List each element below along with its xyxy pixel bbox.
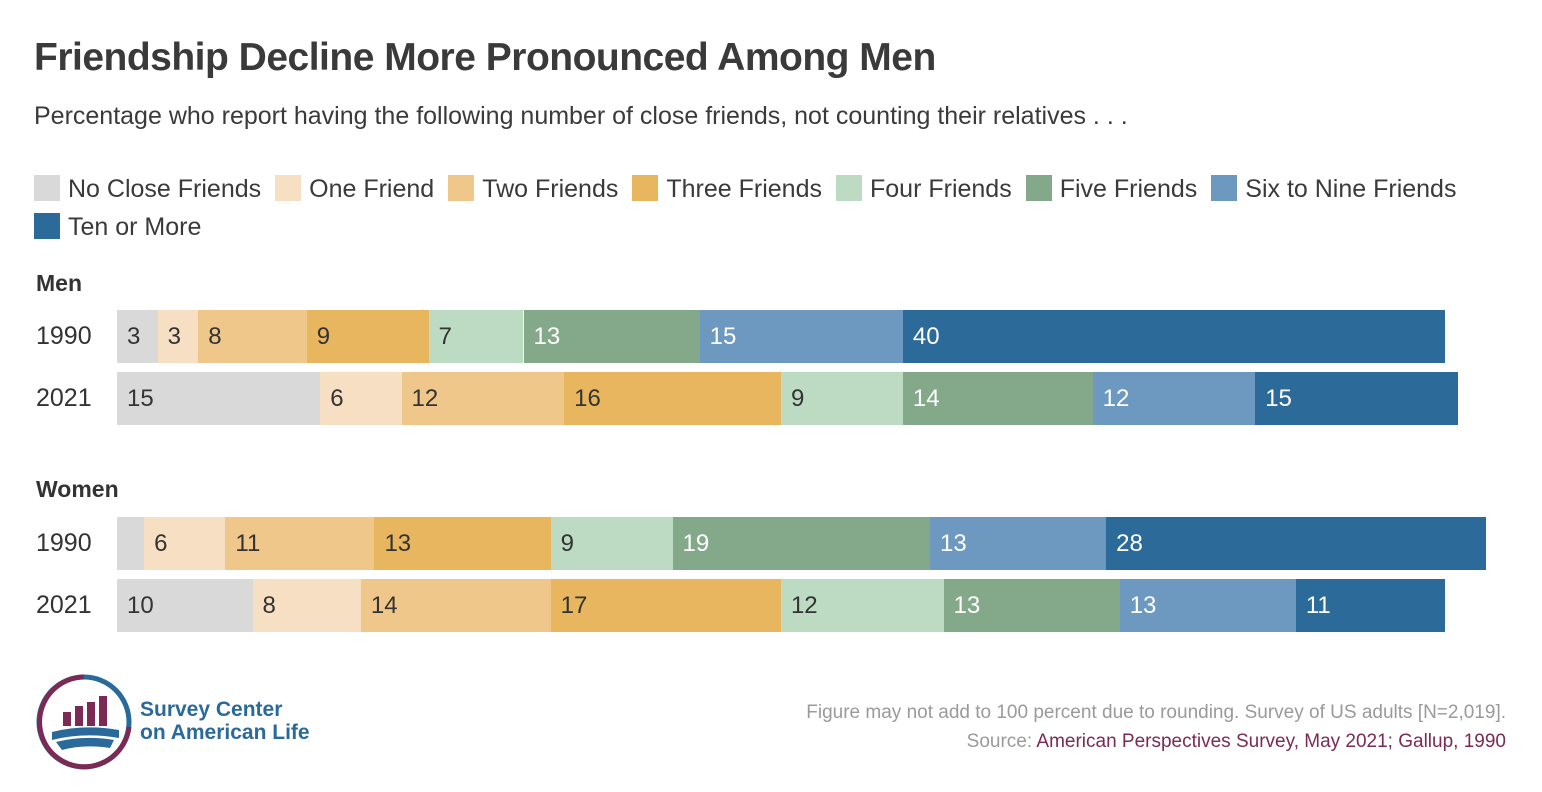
bar-segment-two-friends: 8 — [198, 310, 307, 363]
bar-segment-no-close-friends: 15 — [117, 372, 321, 425]
bar-segment-three-friends: 17 — [550, 579, 781, 632]
bar-segment-four-friends: 7 — [428, 310, 524, 363]
row-label: 2021 — [36, 591, 92, 619]
group-label-men: Men — [36, 270, 82, 296]
source-line: Source: American Perspectives Survey, Ma… — [806, 727, 1506, 756]
logo-line-1: Survey Center — [140, 698, 283, 721]
bar-segment-four-friends: 12 — [780, 579, 944, 632]
bar-segment-three-friends: 13 — [374, 517, 551, 570]
bar-segment-two-friends: 14 — [360, 579, 551, 632]
bar-segment-no-close-friends: 10 — [117, 579, 253, 632]
bar-segment-one-friend: 8 — [252, 579, 361, 632]
legend-label: No Close Friends — [68, 175, 262, 203]
bar-segment-ten-or-more: 15 — [1255, 372, 1459, 425]
legend-swatch — [275, 175, 302, 201]
survey-center-logo-icon — [36, 674, 132, 770]
bar-segment-four-friends: 9 — [550, 517, 673, 570]
stacked-bar: 6 11 13 9 19 13 28 — [117, 517, 1486, 570]
bar-segment-no-close-friends — [117, 517, 145, 570]
legend-item: Ten or More — [34, 213, 201, 241]
legend-label: Five Friends — [1059, 175, 1198, 203]
bar-segment-six-to-nine-friends: 13 — [1119, 579, 1296, 632]
bar-segment-five-friends: 14 — [902, 372, 1093, 425]
bar-segment-five-friends: 13 — [523, 310, 700, 363]
row-label: 1990 — [36, 322, 92, 350]
legend-swatch — [1025, 175, 1052, 201]
legend-item: Six to Nine Friends — [1211, 175, 1456, 203]
bar-segment-one-friend: 3 — [157, 310, 199, 363]
logo-text: Survey Center on American Life — [140, 698, 310, 744]
legend-item: One Friend — [275, 175, 434, 203]
source-prefix: Source: — [966, 731, 1037, 752]
legend-swatch — [836, 175, 862, 201]
stacked-bar: 10 8 14 17 12 13 13 11 — [117, 579, 1445, 632]
bar-segment-two-friends: 12 — [401, 372, 565, 425]
legend: No Close Friends One Friend Two Friends Thr… — [34, 170, 1474, 246]
bar-segment-six-to-nine-friends: 13 — [930, 517, 1107, 570]
bar-segment-ten-or-more: 11 — [1295, 579, 1445, 632]
bar-segment-five-friends: 19 — [672, 517, 930, 570]
legend-swatch — [34, 213, 60, 239]
bar-segment-three-friends: 9 — [306, 310, 429, 363]
legend-label: Four Friends — [870, 175, 1012, 203]
legend-item: Three Friends — [632, 175, 822, 203]
bar-segment-six-to-nine-friends: 15 — [699, 310, 903, 363]
footnote-line: Figure may not add to 100 percent due to… — [806, 702, 1506, 723]
chart-subtitle: Percentage who report having the followi… — [34, 102, 1128, 130]
legend-swatch — [1211, 175, 1238, 201]
legend-swatch — [448, 175, 475, 201]
legend-label: One Friend — [309, 175, 435, 203]
bar-segment-six-to-nine-friends: 12 — [1092, 372, 1256, 425]
stacked-bar: 3 3 8 9 7 13 15 40 — [117, 310, 1445, 363]
bar-segment-no-close-friends: 3 — [117, 310, 158, 363]
group-label-women: Women — [36, 476, 119, 502]
legend-item: Five Friends — [1025, 175, 1198, 203]
source-link[interactable]: American Perspectives Survey, May 2021; … — [1036, 731, 1506, 752]
row-label: 2021 — [36, 384, 92, 412]
row-label: 1990 — [36, 529, 92, 557]
bar-segment-four-friends: 9 — [780, 372, 903, 425]
stacked-bar: 15 6 12 16 9 14 12 15 — [117, 372, 1459, 425]
legend-item: No Close Friends — [34, 175, 261, 203]
bar-segment-one-friend: 6 — [144, 517, 226, 570]
legend-swatch — [34, 175, 60, 201]
legend-label: Two Friends — [482, 175, 619, 203]
bar-segment-five-friends: 13 — [943, 579, 1120, 632]
bar-segment-two-friends: 11 — [225, 517, 375, 570]
legend-label: Three Friends — [666, 175, 822, 203]
bar-segment-three-friends: 16 — [564, 372, 781, 425]
legend-label: Six to Nine Friends — [1245, 175, 1457, 203]
bar-segment-ten-or-more: 40 — [902, 310, 1445, 363]
legend-swatch — [632, 175, 659, 201]
legend-label: Ten or More — [68, 213, 202, 241]
legend-item: Two Friends — [448, 175, 618, 203]
logo-line-2: on American Life — [140, 721, 310, 744]
bar-segment-ten-or-more: 28 — [1106, 517, 1486, 570]
legend-item: Four Friends — [836, 175, 1012, 203]
bar-segment-one-friend: 6 — [320, 372, 402, 425]
chart-title: Friendship Decline More Pronounced Among… — [34, 36, 936, 79]
footnote: Figure may not add to 100 percent due to… — [806, 698, 1506, 756]
